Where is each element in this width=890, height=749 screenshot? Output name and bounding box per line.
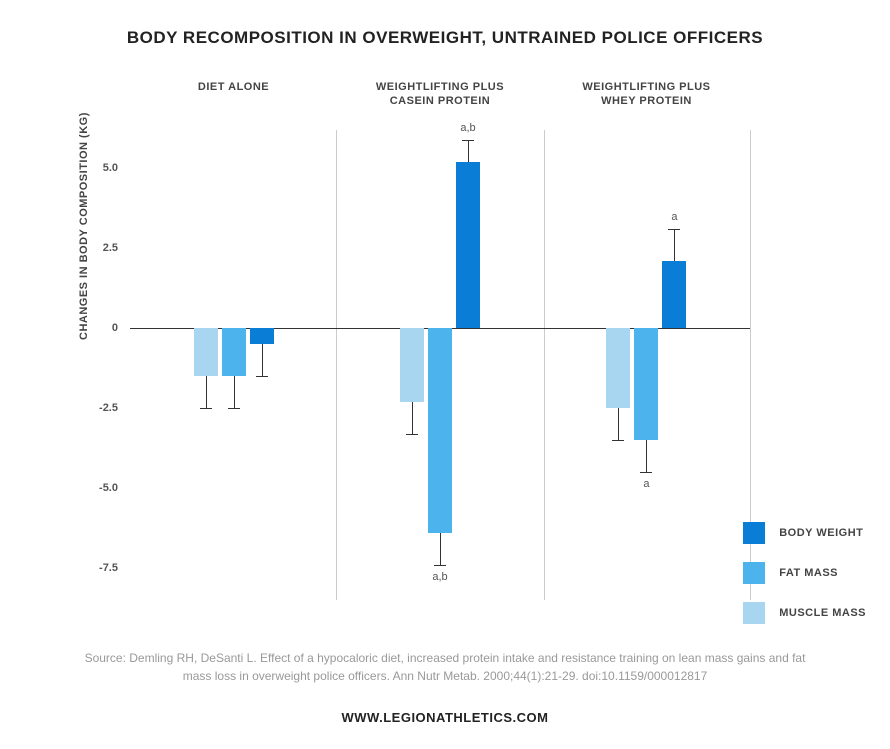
error-cap xyxy=(434,565,446,566)
bar-chart: DIET ALONE WEIGHTLIFTING PLUSCASEIN PROTE… xyxy=(130,80,750,600)
bar xyxy=(400,328,424,402)
source-citation: Source: Demling RH, DeSanti L. Effect of… xyxy=(70,650,820,685)
legend-label: MUSCLE MASS xyxy=(779,607,866,619)
error-bar xyxy=(262,344,263,376)
error-bar xyxy=(412,402,413,434)
error-bar xyxy=(234,376,235,408)
significance-annotation: a xyxy=(671,211,677,223)
legend-swatch xyxy=(743,522,765,544)
group-label: WEIGHTLIFTING PLUSWHEY PROTEIN xyxy=(556,80,736,109)
legend: BODY WEIGHT FAT MASS MUSCLE MASS xyxy=(743,504,866,624)
error-bar xyxy=(646,440,647,472)
group-label: WEIGHTLIFTING PLUSCASEIN PROTEIN xyxy=(350,80,530,109)
legend-item: BODY WEIGHT xyxy=(743,522,866,544)
legend-swatch xyxy=(743,562,765,584)
group-divider xyxy=(336,130,337,600)
error-cap xyxy=(462,140,474,141)
y-axis-label: CHANGES IN BODY COMPOSITION (KG) xyxy=(78,112,90,340)
bar xyxy=(428,328,452,533)
y-tick-label: -7.5 xyxy=(99,562,118,574)
y-tick-label: 5.0 xyxy=(103,162,118,174)
bar xyxy=(456,162,480,328)
legend-item: MUSCLE MASS xyxy=(743,602,866,624)
bar xyxy=(634,328,658,440)
legend-label: BODY WEIGHT xyxy=(779,527,863,539)
error-cap xyxy=(228,408,240,409)
bar xyxy=(606,328,630,408)
legend-label: FAT MASS xyxy=(779,567,838,579)
group-divider xyxy=(544,130,545,600)
bar xyxy=(194,328,218,376)
bar xyxy=(250,328,274,344)
error-cap xyxy=(668,229,680,230)
y-tick-label: 0 xyxy=(112,322,118,334)
error-bar xyxy=(206,376,207,408)
error-cap xyxy=(200,408,212,409)
error-bar xyxy=(440,533,441,565)
y-tick-label: -2.5 xyxy=(99,402,118,414)
legend-item: FAT MASS xyxy=(743,562,866,584)
legend-swatch xyxy=(743,602,765,624)
significance-annotation: a xyxy=(643,478,649,490)
bar xyxy=(222,328,246,376)
y-tick-label: -5.0 xyxy=(99,482,118,494)
significance-annotation: a,b xyxy=(460,122,475,134)
chart-title: BODY RECOMPOSITION IN OVERWEIGHT, UNTRAI… xyxy=(0,28,890,48)
error-cap xyxy=(256,376,268,377)
error-bar xyxy=(468,140,469,162)
error-bar xyxy=(618,408,619,440)
significance-annotation: a,b xyxy=(432,571,447,583)
error-cap xyxy=(612,440,624,441)
y-tick-label: 2.5 xyxy=(103,242,118,254)
error-cap xyxy=(406,434,418,435)
error-bar xyxy=(674,229,675,261)
error-cap xyxy=(640,472,652,473)
group-label: DIET ALONE xyxy=(144,80,324,94)
bar xyxy=(662,261,686,328)
footer-attribution: WWW.LEGIONATHLETICS.COM xyxy=(0,710,890,725)
